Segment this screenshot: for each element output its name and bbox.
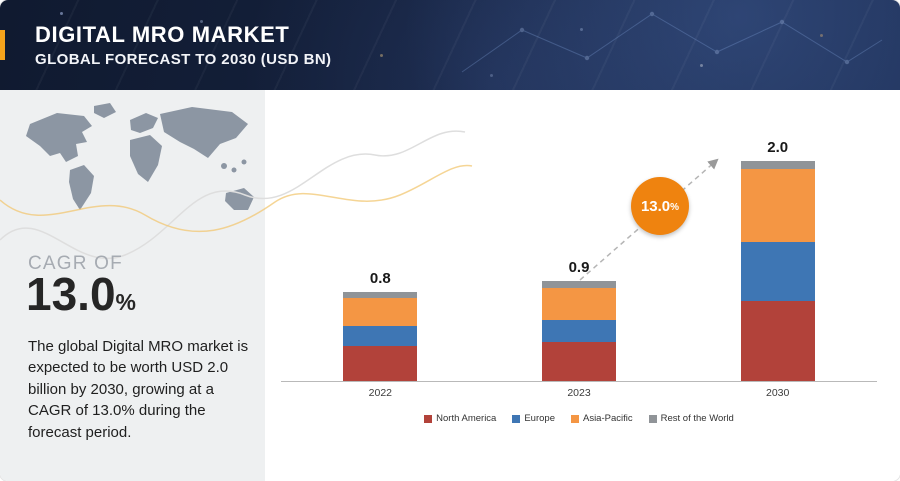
segment-rest-of-the-world-2022 bbox=[343, 292, 418, 298]
segment-rest-of-the-world-2023 bbox=[542, 281, 616, 288]
header-dots-decoration bbox=[60, 12, 63, 15]
legend-item-asia-pacific: Asia-Pacific bbox=[570, 413, 633, 424]
cagr-number: 13.0 bbox=[26, 268, 116, 320]
legend-swatch-asia-pacific bbox=[570, 414, 579, 423]
page-title: DIGITAL MRO MARKET bbox=[35, 22, 290, 47]
bar-total-label-2023: 0.9 bbox=[568, 259, 590, 276]
bar-total-label-2022: 0.8 bbox=[369, 270, 391, 287]
legend-label-europe: Europe bbox=[524, 413, 555, 424]
cagr-bubble-percent-sign: % bbox=[670, 202, 680, 213]
market-description: The global Digital MRO market is expecte… bbox=[28, 338, 249, 441]
cagr-bubble: 13.0% bbox=[631, 177, 689, 235]
x-axis-label-2030: 2030 bbox=[766, 387, 790, 399]
segment-asia-pacific-2022 bbox=[343, 298, 418, 326]
segment-europe-2023 bbox=[542, 320, 616, 342]
legend-item-rest-of-the-world: Rest of the World bbox=[648, 413, 734, 424]
segment-asia-pacific-2023 bbox=[542, 288, 616, 320]
bar-stack-2030 bbox=[740, 161, 815, 381]
cagr-value: 13.0% bbox=[26, 271, 136, 317]
header-banner: DIGITAL MRO MARKET GLOBAL FORECAST TO 20… bbox=[0, 0, 900, 90]
segment-rest-of-the-world-2030 bbox=[740, 161, 815, 169]
chart-legend: North America Europe Asia-Pacific Rest of t… bbox=[281, 413, 877, 424]
cagr-bubble-value: 13.0 bbox=[640, 197, 671, 215]
bar-chart: 0.8 0.9 2.0 2022 2023 2030 North America Euro… bbox=[281, 132, 877, 424]
legend-label-north-america: North America bbox=[436, 413, 497, 424]
legend-label-asia-pacific: Asia-Pacific bbox=[582, 413, 633, 424]
plot-area: 0.8 0.9 2.0 bbox=[281, 132, 877, 382]
segment-north-america-2022 bbox=[343, 346, 418, 381]
bar-stack-2022 bbox=[343, 292, 418, 381]
world-map bbox=[26, 103, 254, 210]
segment-north-america-2030 bbox=[740, 301, 815, 381]
x-axis-labels: 2022 2023 2030 bbox=[281, 382, 877, 399]
legend-swatch-north-america bbox=[424, 414, 433, 423]
legend-swatch-europe bbox=[512, 414, 521, 423]
segment-asia-pacific-2030 bbox=[740, 169, 815, 242]
bar-column-2023: 0.9 bbox=[480, 259, 679, 381]
bar-total-label-2030: 2.0 bbox=[767, 139, 789, 156]
x-axis-label-2022: 2022 bbox=[368, 387, 393, 399]
chart-area: 0.8 0.9 2.0 2022 2023 2030 North America Euro… bbox=[265, 90, 900, 481]
segment-north-america-2023 bbox=[542, 342, 616, 381]
legend-label-rest-of-the-world: Rest of the World bbox=[660, 413, 734, 424]
legend-item-europe: Europe bbox=[512, 413, 555, 424]
bar-column-2030: 2.0 bbox=[678, 139, 877, 381]
network-lines-decoration bbox=[461, 11, 883, 73]
segment-europe-2022 bbox=[343, 326, 418, 346]
segment-europe-2030 bbox=[740, 242, 815, 301]
sidebar: CAGR OF 13.0% The global Digital MRO mar… bbox=[0, 90, 265, 481]
header-accent-bar bbox=[0, 30, 5, 60]
x-axis-label-2023: 2023 bbox=[567, 387, 591, 399]
cagr-percent-sign: % bbox=[115, 289, 136, 315]
bar-column-2022: 0.8 bbox=[281, 270, 480, 381]
bar-stack-2023 bbox=[542, 281, 616, 381]
legend-swatch-rest-of-the-world bbox=[648, 414, 657, 423]
legend-item-north-america: North America bbox=[424, 413, 496, 424]
page-subtitle: GLOBAL FORECAST TO 2030 (USD BN) bbox=[35, 51, 332, 68]
